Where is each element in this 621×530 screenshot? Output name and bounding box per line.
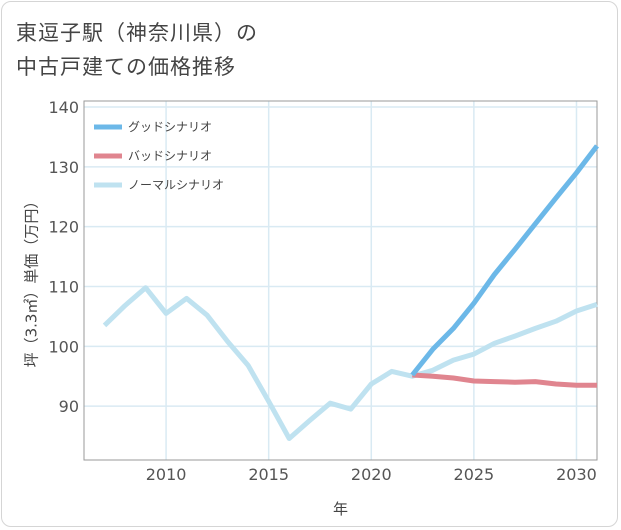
legend-label-1: バッドシナリオ bbox=[128, 149, 212, 163]
series-line-1 bbox=[412, 372, 597, 388]
x-tick-label-2020: 2020 bbox=[351, 465, 392, 484]
x-tick-label-2015: 2015 bbox=[248, 465, 289, 484]
chart-title: 東逗子駅（神奈川県）の 中古戸建ての価格推移 bbox=[16, 16, 258, 84]
y-tick-label-100: 100 bbox=[48, 337, 79, 356]
series-lines bbox=[102, 144, 599, 441]
legend-label-0: グッドシナリオ bbox=[128, 120, 212, 134]
plot-frame bbox=[83, 100, 598, 461]
chart-title-line2: 中古戸建ての価格推移 bbox=[16, 55, 236, 79]
x-tick-label-2010: 2010 bbox=[146, 465, 187, 484]
y-tick-label-140: 140 bbox=[48, 98, 79, 117]
y-tick-label-90: 90 bbox=[59, 397, 79, 416]
x-tick-label-2030: 2030 bbox=[556, 465, 597, 484]
y-axis-label: 坪（3.3㎡）単価（万円） bbox=[23, 194, 41, 368]
chart-title-line1: 東逗子駅（神奈川県）の bbox=[16, 21, 258, 45]
series-line-0 bbox=[410, 144, 599, 377]
y-tick-label-130: 130 bbox=[48, 158, 79, 177]
axis-ticks: 90 100 110 120 130 140 2010 2015 2020 2025 2030 bbox=[48, 98, 596, 484]
y-tick-label-120: 120 bbox=[48, 218, 79, 237]
legend-label-2: ノーマルシナリオ bbox=[128, 178, 224, 192]
x-tick-label-2025: 2025 bbox=[454, 465, 495, 484]
series-line-2 bbox=[102, 285, 598, 441]
x-axis-label: 年 bbox=[333, 500, 348, 518]
y-tick-label-110: 110 bbox=[48, 277, 79, 296]
